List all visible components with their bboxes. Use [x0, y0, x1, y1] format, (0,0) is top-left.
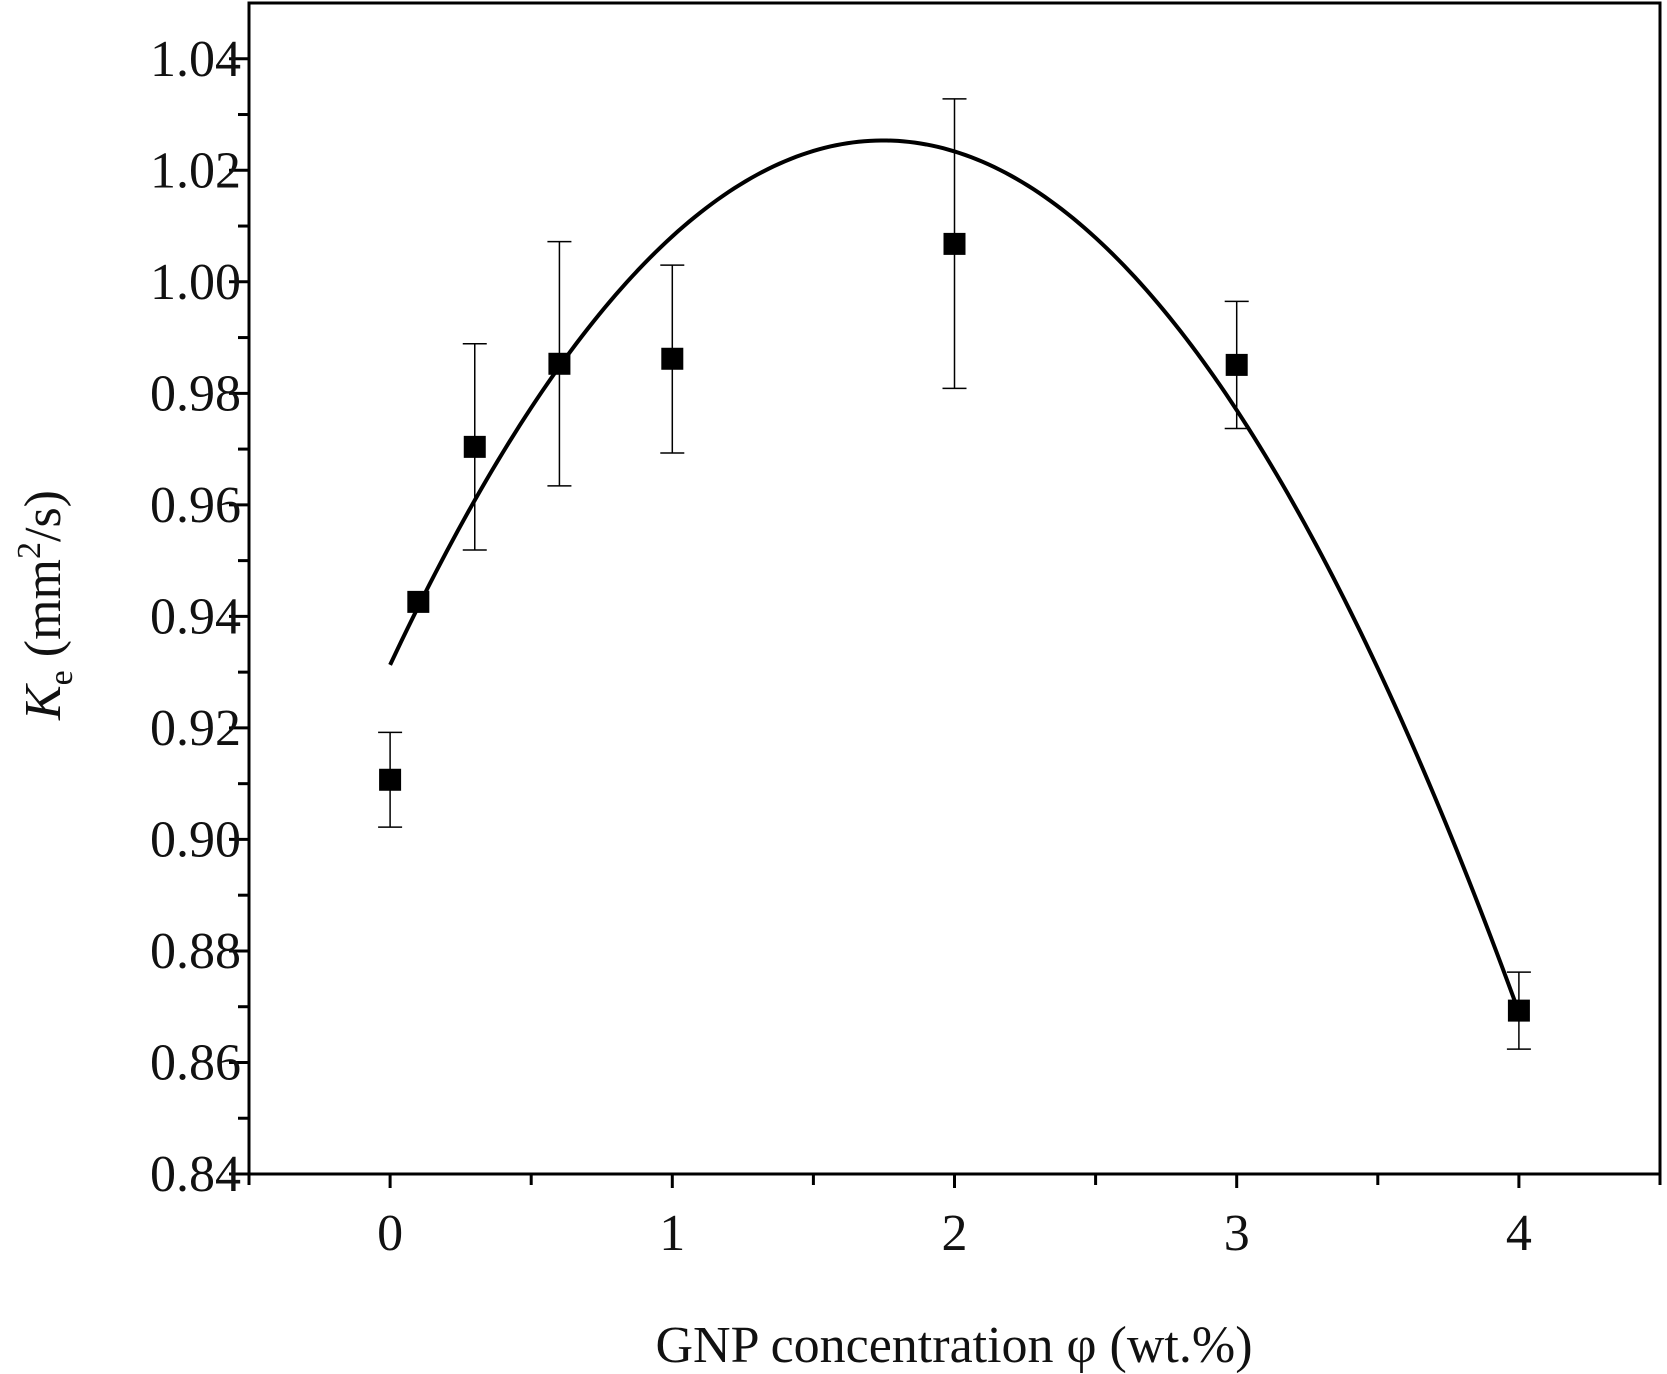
y-tick-label: 0.84	[150, 1146, 241, 1203]
y-tick-label: 0.96	[150, 477, 241, 534]
data-point-marker	[548, 352, 571, 375]
y-tick-label: 1.00	[150, 254, 241, 311]
x-tick-label: 1	[659, 1205, 685, 1262]
y-tick-label: 0.92	[150, 700, 241, 757]
y-tick-label: 0.94	[150, 588, 241, 645]
x-axis-title: GNP concentration φ (wt.%)	[655, 1317, 1252, 1374]
data-point-marker	[1507, 999, 1530, 1022]
y-tick-label: 0.86	[150, 1034, 241, 1091]
x-tick-label: 0	[377, 1205, 403, 1262]
y-tick-label: 0.90	[150, 811, 241, 868]
y-axis-title: Ke (mm2/s)	[11, 490, 80, 721]
data-markers	[379, 232, 1530, 1022]
x-tick-label: 4	[1506, 1205, 1532, 1262]
x-axis-ticks	[247, 1174, 1662, 1188]
y-axis-ticks	[229, 57, 249, 1176]
data-point-marker	[379, 768, 402, 791]
y-axis-unit-suffix: /s)	[15, 490, 72, 542]
y-axis-symbol: K	[15, 683, 72, 721]
data-point-marker	[463, 435, 486, 458]
y-axis-subscript: e	[43, 670, 80, 685]
x-axis-tick-labels: 0 1 2 3 4	[377, 1205, 1532, 1262]
data-point-marker	[943, 232, 966, 255]
y-tick-label: 0.98	[150, 365, 241, 422]
data-point-marker	[661, 347, 684, 370]
x-tick-label: 3	[1224, 1205, 1250, 1262]
y-axis-tick-labels: 0.84 0.86 0.88 0.90 0.92 0.94 0.96 0.98 1.00 1.02…	[150, 31, 241, 1203]
data-point-marker	[407, 590, 430, 613]
y-axis-unit-prefix: (mm	[15, 559, 72, 670]
y-axis-unit-superscript: 2	[11, 542, 48, 559]
y-tick-label: 0.88	[150, 923, 241, 980]
y-tick-label: 1.04	[150, 31, 241, 88]
y-tick-label: 1.02	[150, 142, 241, 199]
data-point-marker	[1225, 353, 1248, 376]
x-tick-label: 2	[942, 1205, 968, 1262]
